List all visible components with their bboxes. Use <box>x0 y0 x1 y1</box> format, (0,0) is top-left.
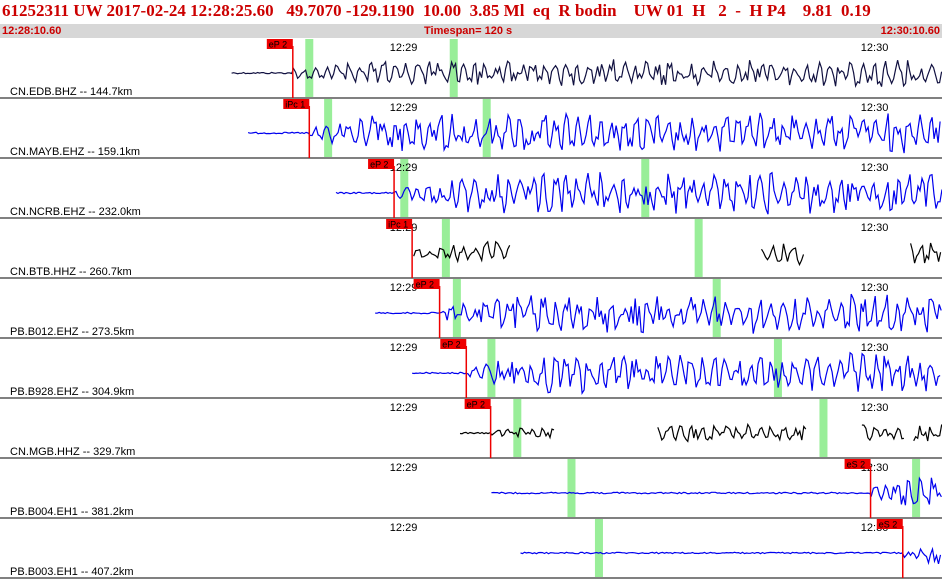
start-time: 12:28:10.60 <box>2 25 62 37</box>
waveform-trace[interactable] <box>459 426 555 440</box>
minute-tick-label: 12:29 <box>390 282 418 294</box>
predicted-arrival-marker <box>441 219 450 277</box>
pick-label[interactable]: eP 2 <box>467 400 485 410</box>
station-label: CN.MAYB.EHZ -- 159.1km <box>10 146 140 158</box>
waveform-trace[interactable] <box>520 546 942 566</box>
predicted-arrival-marker <box>452 279 461 337</box>
pick-label[interactable]: eP 2 <box>416 280 434 290</box>
waveform-trace[interactable] <box>861 424 904 442</box>
predicted-arrival-marker <box>912 459 921 517</box>
pick-tag[interactable] <box>413 279 440 289</box>
minute-tick-label: 12:29 <box>390 402 418 414</box>
station-label: CN.EDB.BHZ -- 144.7km <box>10 86 132 98</box>
waveform-trace[interactable] <box>335 171 942 215</box>
minute-tick-label: 12:30 <box>861 102 889 114</box>
pick-tag[interactable] <box>464 399 491 409</box>
minute-tick-label: 12:30 <box>861 222 889 234</box>
pick-tag[interactable] <box>386 219 413 229</box>
time-bar: 12:28:10.60 Timespan= 120 s 12:30:10.60 <box>0 24 942 38</box>
predicted-arrival-marker <box>513 399 522 457</box>
predicted-arrival-marker <box>567 459 576 517</box>
predicted-arrival-marker <box>819 399 828 457</box>
waveform-trace[interactable] <box>491 476 942 506</box>
waveform-trace[interactable] <box>910 242 942 264</box>
minute-tick-label: 12:29 <box>390 162 418 174</box>
end-time: 12:30:10.60 <box>880 25 940 37</box>
station-label: CN.MGB.HHZ -- 329.7km <box>10 446 135 458</box>
station-label: PB.B003.EH1 -- 407.2km <box>10 566 134 578</box>
pick-tag[interactable] <box>844 459 871 469</box>
minute-tick-label: 12:29 <box>390 42 418 54</box>
minute-tick-label: 12:29 <box>390 522 418 534</box>
waveform-trace[interactable] <box>413 240 511 264</box>
waveform-trace[interactable] <box>913 424 942 442</box>
waveform-trace[interactable] <box>760 243 805 267</box>
pick-label[interactable]: eP 2 <box>442 340 460 350</box>
station-label: PB.B928.EHZ -- 304.9km <box>10 386 134 398</box>
seismogram-panel[interactable]: 12:29 12:30 eP 2 CN.EDB.BHZ -- 144.7km 12:29… <box>0 38 942 580</box>
pick-tag[interactable] <box>440 339 467 349</box>
predicted-arrival-marker <box>305 39 314 97</box>
pick-tag[interactable] <box>368 159 395 169</box>
event-title: 61252311 UW 2017-02-24 12:28:25.60 49.70… <box>2 1 871 20</box>
pick-tag[interactable] <box>283 99 310 109</box>
predicted-arrival-marker <box>482 99 491 157</box>
pick-label[interactable]: eS 2 <box>879 520 898 530</box>
pick-label[interactable]: eP 2 <box>370 160 388 170</box>
waveform-trace[interactable] <box>657 422 807 443</box>
predicted-arrival-marker <box>694 219 703 277</box>
predicted-arrival-marker <box>773 339 782 397</box>
event-header: 61252311 UW 2017-02-24 12:28:25.60 49.70… <box>0 0 942 38</box>
pick-tag[interactable] <box>876 519 903 529</box>
predicted-arrival-marker <box>400 159 409 217</box>
station-label: PB.B004.EH1 -- 381.2km <box>10 506 134 518</box>
pick-label[interactable]: eS 2 <box>847 460 866 470</box>
pick-label[interactable]: iPc 1 <box>388 220 408 230</box>
minute-tick-label: 12:30 <box>861 42 889 54</box>
station-label: CN.BTB.HHZ -- 260.7km <box>10 266 132 278</box>
minute-tick-label: 12:30 <box>861 162 889 174</box>
predicted-arrival-marker <box>487 339 496 397</box>
minute-tick-label: 12:29 <box>390 342 418 354</box>
waveform-trace[interactable] <box>247 111 941 154</box>
waveform-trace[interactable] <box>375 293 942 334</box>
waveform-canvas[interactable]: 12:29 12:30 eP 2 CN.EDB.BHZ -- 144.7km 12:29… <box>0 38 942 580</box>
waveform-trace[interactable] <box>231 59 942 89</box>
station-label: PB.B012.EHZ -- 273.5km <box>10 326 134 338</box>
station-label: CN.NCRB.EHZ -- 232.0km <box>10 206 141 218</box>
predicted-arrival-marker <box>594 519 603 577</box>
minute-tick-label: 12:30 <box>861 402 889 414</box>
pick-label[interactable]: iPc 1 <box>285 100 305 110</box>
waveform-trace[interactable] <box>412 351 941 396</box>
minute-tick-label: 12:30 <box>861 342 889 354</box>
minute-tick-label: 12:29 <box>390 102 418 114</box>
pick-tag[interactable] <box>266 39 293 49</box>
pick-label[interactable]: eP 2 <box>269 40 287 50</box>
timespan-label: Timespan= 120 s <box>424 25 513 37</box>
minute-tick-label: 12:29 <box>390 462 418 474</box>
minute-tick-label: 12:30 <box>861 282 889 294</box>
